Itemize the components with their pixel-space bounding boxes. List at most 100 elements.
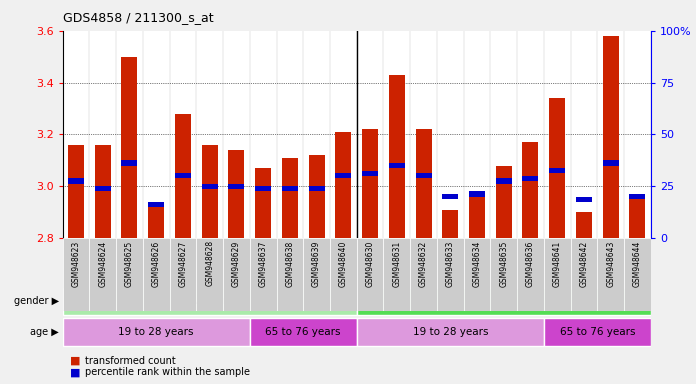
Bar: [282, 158, 298, 238]
Bar: [356, 31, 383, 238]
Text: transformed count: transformed count: [85, 356, 175, 366]
Bar: [549, 98, 565, 238]
Text: GSM948623: GSM948623: [72, 240, 81, 286]
Bar: [276, 238, 303, 311]
Text: GSM948625: GSM948625: [125, 240, 134, 286]
Bar: [303, 238, 330, 311]
Bar: [223, 238, 250, 311]
Bar: [308, 155, 324, 238]
Bar: [255, 186, 271, 191]
Text: GSM948639: GSM948639: [312, 240, 321, 286]
Bar: [624, 238, 651, 311]
Bar: [416, 173, 432, 179]
Bar: [228, 184, 244, 189]
Bar: [603, 160, 619, 166]
Bar: [356, 288, 651, 315]
Text: GSM948631: GSM948631: [393, 240, 402, 286]
Bar: [597, 31, 624, 238]
Bar: [362, 129, 378, 238]
Bar: [335, 132, 351, 238]
Bar: [469, 191, 485, 197]
Bar: [170, 238, 196, 311]
Bar: [148, 207, 164, 238]
Bar: [196, 31, 223, 238]
Text: percentile rank within the sample: percentile rank within the sample: [85, 367, 250, 377]
Bar: [576, 212, 592, 238]
Bar: [629, 199, 645, 238]
Bar: [410, 238, 437, 311]
Text: men: men: [491, 296, 516, 306]
Text: GSM948628: GSM948628: [205, 240, 214, 286]
Bar: [175, 114, 191, 238]
Bar: [437, 238, 464, 311]
Bar: [571, 31, 597, 238]
Bar: [464, 238, 491, 311]
Bar: [63, 238, 89, 311]
Bar: [143, 31, 170, 238]
Bar: [143, 238, 170, 311]
Bar: [571, 238, 597, 311]
Bar: [523, 176, 539, 181]
Bar: [121, 160, 138, 166]
Bar: [330, 31, 357, 238]
Bar: [517, 31, 544, 238]
Text: GSM948638: GSM948638: [285, 240, 294, 286]
Text: GSM948629: GSM948629: [232, 240, 241, 286]
Bar: [496, 179, 512, 184]
Bar: [335, 173, 351, 179]
Bar: [491, 238, 517, 311]
Bar: [116, 238, 143, 311]
Text: GSM948641: GSM948641: [553, 240, 562, 286]
Bar: [308, 186, 324, 191]
Bar: [389, 75, 405, 238]
Text: GSM948640: GSM948640: [339, 240, 348, 286]
Bar: [464, 31, 491, 238]
Text: 65 to 76 years: 65 to 76 years: [560, 327, 635, 337]
Text: ■: ■: [70, 356, 80, 366]
Bar: [255, 168, 271, 238]
Text: GDS4858 / 211300_s_at: GDS4858 / 211300_s_at: [63, 12, 213, 25]
Bar: [148, 202, 164, 207]
Bar: [549, 168, 565, 173]
Bar: [250, 31, 276, 238]
Text: GSM948636: GSM948636: [526, 240, 535, 286]
Bar: [442, 210, 458, 238]
Bar: [383, 31, 410, 238]
Text: 19 to 28 years: 19 to 28 years: [118, 327, 194, 337]
Bar: [356, 318, 544, 346]
Text: GSM948643: GSM948643: [606, 240, 615, 286]
Bar: [175, 173, 191, 179]
Bar: [629, 194, 645, 199]
Bar: [116, 31, 143, 238]
Text: GSM948637: GSM948637: [259, 240, 268, 286]
Bar: [68, 179, 84, 184]
Bar: [95, 186, 111, 191]
Bar: [576, 197, 592, 202]
Bar: [416, 129, 432, 238]
Bar: [303, 31, 330, 238]
Bar: [196, 238, 223, 311]
Bar: [544, 318, 651, 346]
Bar: [63, 288, 356, 315]
Text: GSM948644: GSM948644: [633, 240, 642, 286]
Bar: [228, 150, 244, 238]
Text: 19 to 28 years: 19 to 28 years: [413, 327, 488, 337]
Bar: [469, 191, 485, 238]
Text: GSM948624: GSM948624: [98, 240, 107, 286]
Bar: [63, 31, 89, 238]
Bar: [250, 318, 357, 346]
Text: GSM948634: GSM948634: [473, 240, 482, 286]
Text: GSM948630: GSM948630: [365, 240, 374, 286]
Text: GSM948632: GSM948632: [419, 240, 428, 286]
Bar: [89, 31, 116, 238]
Bar: [603, 36, 619, 238]
Bar: [121, 56, 138, 238]
Bar: [544, 238, 571, 311]
Bar: [597, 238, 624, 311]
Text: GSM948635: GSM948635: [499, 240, 508, 286]
Bar: [442, 194, 458, 199]
Bar: [95, 145, 111, 238]
Text: GSM948627: GSM948627: [178, 240, 187, 286]
Text: ■: ■: [70, 367, 80, 377]
Bar: [383, 238, 410, 311]
